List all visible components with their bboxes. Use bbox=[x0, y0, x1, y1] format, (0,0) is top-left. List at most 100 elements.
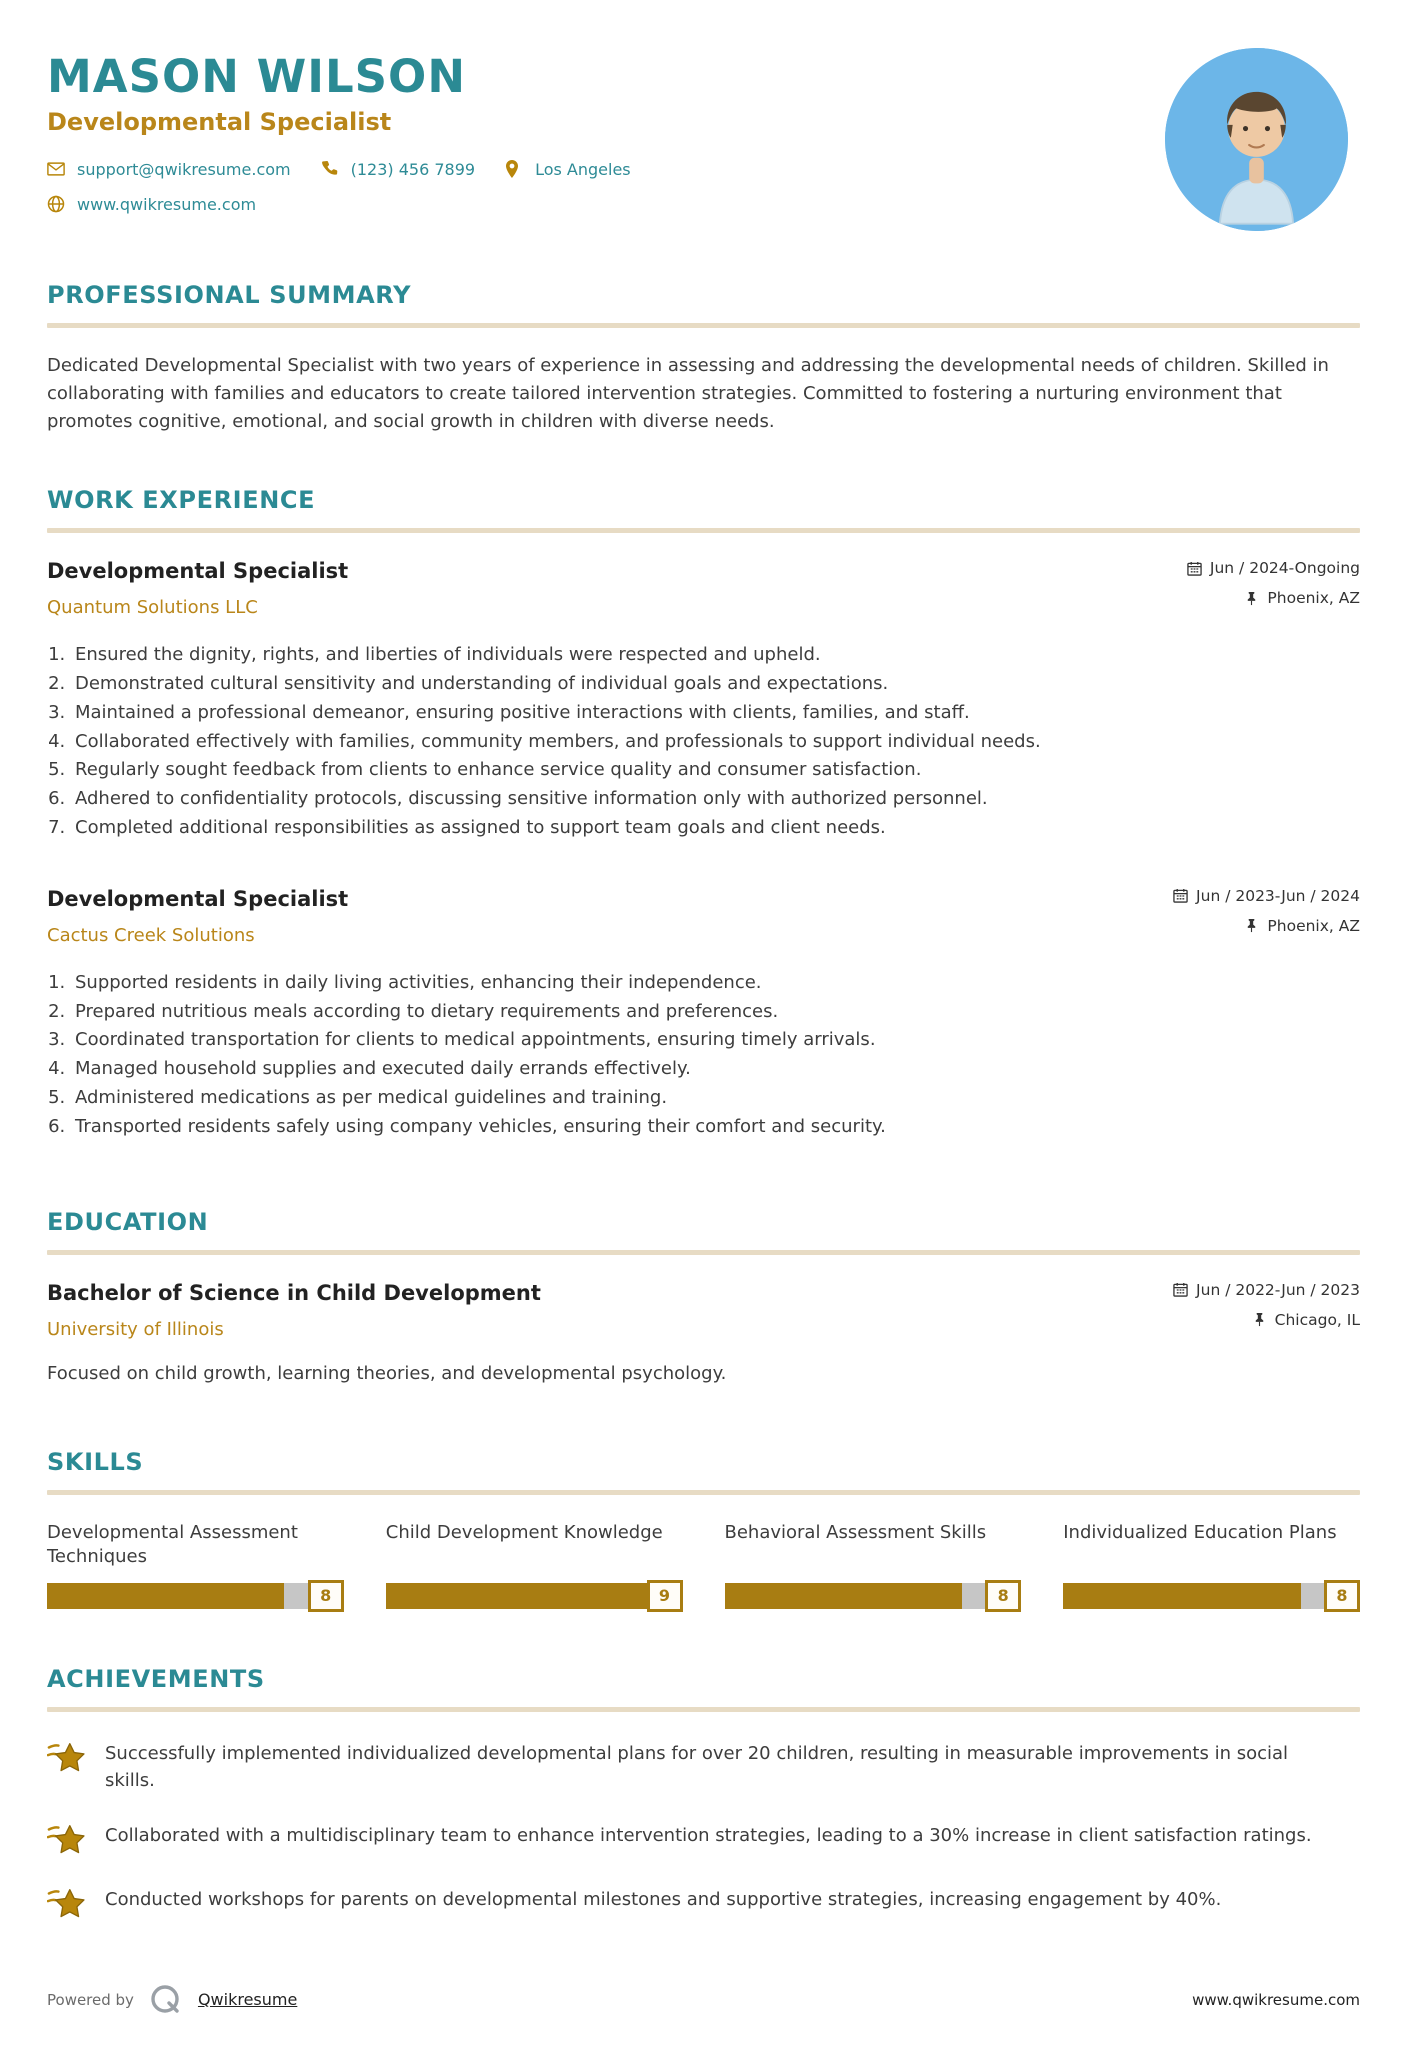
skill-bar: 9 bbox=[385, 1579, 683, 1612]
education-date: Jun / 2022-Jun / 2023 bbox=[1173, 1281, 1360, 1299]
qwikresume-logo-icon bbox=[148, 1982, 184, 2018]
push-pin-icon bbox=[1252, 1312, 1267, 1327]
skill-label: Individualized Education Plans bbox=[1063, 1521, 1337, 1543]
achievement-text: Successfully implemented individualized … bbox=[105, 1742, 1289, 1791]
envelope-icon bbox=[47, 160, 65, 178]
job-title-text: Developmental Specialist bbox=[47, 559, 349, 584]
summary-heading: PROFESSIONAL SUMMARY bbox=[47, 281, 412, 309]
achievements-heading: ACHIEVEMENTS bbox=[47, 1664, 265, 1693]
duty-item: Coordinated transportation for clients t… bbox=[71, 1026, 1360, 1055]
duty-item: Regularly sought feedback from clients t… bbox=[71, 756, 1360, 785]
job-date-text: Jun / 2023-Jun / 2024 bbox=[1196, 886, 1360, 905]
qwikresume-link[interactable]: Qwikresume bbox=[197, 1990, 298, 2010]
push-pin-icon bbox=[1244, 591, 1259, 606]
skill-bar: 8 bbox=[1063, 1579, 1360, 1612]
contact-website[interactable]: www.qwikresume.com bbox=[47, 195, 256, 214]
duty-item: Supported residents in daily living acti… bbox=[71, 969, 1360, 998]
education-heading: EDUCATION bbox=[47, 1207, 209, 1236]
shooting-star-icon bbox=[46, 1738, 85, 1776]
avatar bbox=[1165, 48, 1348, 231]
calendar-icon bbox=[1173, 888, 1188, 904]
job-2-meta: Jun / 2023-Jun / 2024 Phoenix, AZ bbox=[1173, 887, 1360, 947]
section-work-experience: WORK EXPERIENCE Developmental Specialist… bbox=[47, 486, 1360, 1141]
skill-bar: 8 bbox=[724, 1579, 1022, 1612]
skill-label: Child Development Knowledge bbox=[385, 1521, 663, 1543]
education-meta: Jun / 2022-Jun / 2023 Chicago, IL bbox=[1173, 1281, 1360, 1341]
job-entry-1: Developmental Specialist Quantum Solutio… bbox=[47, 559, 1360, 843]
contact-location-text: Los Angeles bbox=[535, 159, 631, 179]
job-1-duties: Ensured the dignity, rights, and liberti… bbox=[47, 641, 1360, 843]
section-divider bbox=[47, 323, 1360, 328]
person-name: MASON WILSON bbox=[47, 50, 466, 103]
section-skills: SKILLS Developmental Assessment Techniqu… bbox=[47, 1447, 1360, 1612]
duty-item: Maintained a professional demeanor, ensu… bbox=[71, 699, 1360, 728]
achievement-item: Conducted workshops for parents on devel… bbox=[46, 1884, 1360, 1922]
skill-item: Individualized Education Plans 8 bbox=[1063, 1521, 1360, 1612]
header-identity: MASON WILSON Developmental Specialist su… bbox=[47, 40, 631, 230]
school-name: University of Illinois bbox=[47, 1318, 224, 1340]
skill-score-badge: 8 bbox=[985, 1579, 1022, 1612]
skill-bar-fill bbox=[385, 1582, 653, 1609]
skill-item: Behavioral Assessment Skills 8 bbox=[724, 1521, 1022, 1612]
contact-website-text: www.qwikresume.com bbox=[77, 194, 257, 214]
skill-score-badge: 8 bbox=[1324, 1579, 1360, 1612]
job-date-text: Jun / 2024-Ongoing bbox=[1209, 559, 1360, 578]
job-title-text: Developmental Specialist bbox=[47, 886, 349, 911]
skill-score-badge: 9 bbox=[646, 1579, 683, 1612]
skill-bar: 8 bbox=[47, 1579, 344, 1612]
degree-title: Bachelor of Science in Child Development bbox=[47, 1280, 541, 1305]
job-2-duties: Supported residents in daily living acti… bbox=[47, 969, 1360, 1142]
skill-item: Child Development Knowledge 9 bbox=[385, 1521, 683, 1612]
skills-heading: SKILLS bbox=[47, 1447, 144, 1476]
achievements-list: Successfully implemented individualized … bbox=[46, 1738, 1360, 1922]
job-date: Jun / 2023-Jun / 2024 bbox=[1173, 887, 1360, 905]
skill-score-badge: 8 bbox=[307, 1579, 344, 1612]
duty-item: Demonstrated cultural sensitivity and un… bbox=[71, 670, 1360, 699]
footer-branding: Powered by Qwikresume bbox=[47, 1982, 297, 2018]
education-titles: Bachelor of Science in Child Development… bbox=[47, 1281, 541, 1340]
calendar-icon bbox=[1187, 561, 1202, 576]
duty-item: Administered medications as per medical … bbox=[71, 1084, 1360, 1113]
map-pin-icon bbox=[505, 160, 523, 178]
contact-email-text: support@qwikresume.com bbox=[77, 159, 291, 179]
shooting-star-icon bbox=[46, 1884, 85, 1922]
section-divider bbox=[47, 1249, 1360, 1255]
education-entry: Bachelor of Science in Child Development… bbox=[47, 1281, 1360, 1384]
duty-item: Completed additional responsibilities as… bbox=[71, 814, 1360, 843]
skill-bar-fill bbox=[724, 1582, 962, 1609]
duty-item: Prepared nutritious meals according to d… bbox=[71, 998, 1360, 1027]
job-company: Quantum Solutions LLC bbox=[47, 597, 258, 619]
achievement-item: Successfully implemented individualized … bbox=[46, 1738, 1360, 1794]
shooting-star-icon bbox=[46, 1820, 85, 1858]
person-job-title: Developmental Specialist bbox=[47, 107, 392, 136]
job-1-meta: Jun / 2024-Ongoing Phoenix, AZ bbox=[1187, 559, 1360, 619]
contact-phone-text: (123) 456 7899 bbox=[350, 159, 476, 179]
duty-item: Collaborated effectively with families, … bbox=[71, 728, 1360, 757]
section-divider bbox=[47, 528, 1360, 534]
skill-bar-fill bbox=[1063, 1582, 1301, 1609]
education-location: Chicago, IL bbox=[1173, 1311, 1360, 1329]
contact-info: support@qwikresume.com (123) 456 7899 Lo… bbox=[47, 160, 631, 214]
header: MASON WILSON Developmental Specialist su… bbox=[47, 40, 1360, 231]
push-pin-icon bbox=[1244, 918, 1259, 933]
job-company: Cactus Creek Solutions bbox=[47, 924, 255, 946]
avatar-photo-illustration bbox=[1165, 48, 1348, 231]
section-education: EDUCATION Bachelor of Science in Child D… bbox=[47, 1208, 1360, 1384]
skills-grid: Developmental Assessment Techniques 8 Ch… bbox=[47, 1521, 1360, 1612]
job-2-titles: Developmental Specialist Cactus Creek So… bbox=[47, 887, 348, 946]
job-entry-2: Developmental Specialist Cactus Creek So… bbox=[47, 887, 1360, 1142]
duty-item: Transported residents safely using compa… bbox=[71, 1113, 1360, 1142]
education-description: Focused on child growth, learning theori… bbox=[47, 1362, 727, 1384]
job-location-text: Phoenix, AZ bbox=[1267, 589, 1360, 608]
skill-bar-fill bbox=[47, 1582, 285, 1609]
globe-icon bbox=[47, 195, 65, 213]
contact-phone[interactable]: (123) 456 7899 bbox=[321, 160, 475, 179]
experience-heading: WORK EXPERIENCE bbox=[47, 486, 316, 515]
calendar-icon bbox=[1173, 1282, 1188, 1297]
summary-text: Dedicated Developmental Specialist with … bbox=[47, 355, 1329, 433]
contact-email[interactable]: support@qwikresume.com bbox=[47, 160, 291, 179]
education-date-text: Jun / 2022-Jun / 2023 bbox=[1196, 1280, 1360, 1299]
job-location: Phoenix, AZ bbox=[1173, 917, 1360, 935]
skill-item: Developmental Assessment Techniques 8 bbox=[47, 1521, 344, 1612]
